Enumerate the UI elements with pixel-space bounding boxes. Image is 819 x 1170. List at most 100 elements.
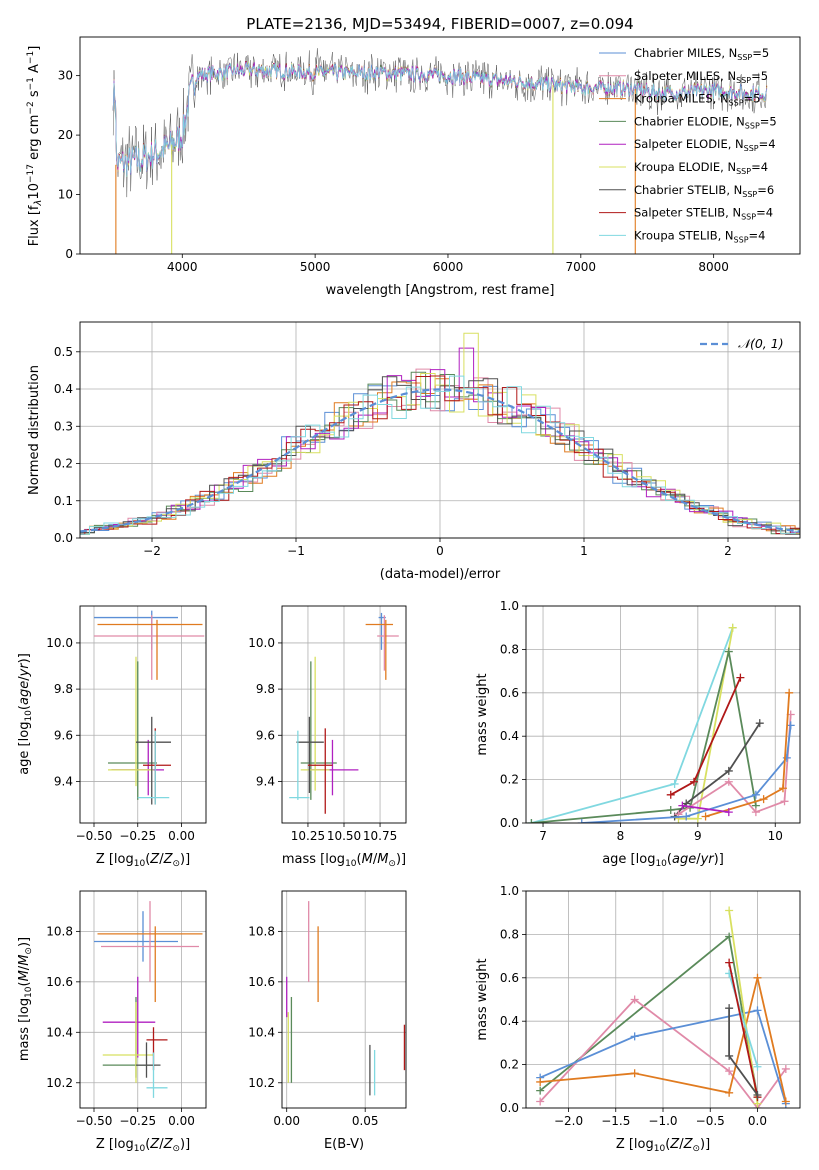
y-tick-label: 0.2 [54, 457, 73, 471]
mass_vs_Z-panel: −0.50 −0.25 0.00 10.2 10.4 10.6 10.8 Z [log10(Z… [17, 890, 207, 1154]
series-point-salpeter_miles [751, 808, 760, 817]
series-point-chabrier_elodie [536, 1086, 545, 1095]
age_vs_mass-plot [289, 612, 399, 814]
y-tick-label: 0.2 [500, 1058, 519, 1072]
x-tick-label: 5000 [300, 260, 331, 274]
series-point-kroupa_miles [785, 688, 794, 697]
x-axis-label: E(B-V) [324, 1137, 364, 1152]
x-axis-label: Z [log10(Z/Z⊙)] [616, 1137, 710, 1154]
massweight_vs_Z-plot [536, 906, 790, 1108]
y-tick-label: 0.1 [54, 494, 73, 508]
x-tick-label: 10.50 [327, 829, 361, 843]
series-point-chabrier_miles [577, 819, 586, 823]
series-point-kroupa_miles [759, 795, 768, 804]
series-point-salpeter_miles [630, 995, 639, 1004]
x-axis-label: wavelength [Angstrom, rest frame] [326, 283, 555, 298]
y-tick-label: 0.0 [500, 816, 519, 830]
legend-entry: Kroupa ELODIE, NSSP=4 [634, 160, 768, 176]
residuals-plot [80, 332, 800, 535]
residuals-frame [79, 321, 801, 539]
figure-title: PLATE=2136, MJD=53494, FIBERID=0007, z=0… [246, 15, 633, 33]
series-point-salpeter_stelib [725, 958, 734, 967]
series-point-chabrier_stelib [725, 1004, 734, 1013]
y-tick-label: 0.4 [500, 1014, 519, 1028]
series-line-kroupa_elodie [678, 627, 734, 820]
spectrum-line-chabrier_stelib [112, 48, 768, 198]
series-point-chabrier_stelib [725, 1051, 734, 1060]
x-tick-label: 7000 [566, 260, 597, 274]
series-point-salpeter_miles [725, 1067, 734, 1076]
series-point-chabrier_miles [630, 1032, 639, 1041]
series-line-chabrier_elodie [531, 651, 757, 823]
series-point-salpeter_elodie [678, 801, 687, 810]
series-point-chabrier_miles [682, 812, 691, 821]
x-tick-label: −0.5 [696, 1114, 725, 1128]
series-point-kroupa_miles [781, 1097, 790, 1106]
x-axis-label: age [log10(age/yr)] [602, 852, 724, 869]
x-tick-label: −1.5 [601, 1114, 630, 1128]
x-axis-label: mass [log10(M/M⊙)] [282, 852, 406, 869]
y-tick-label: 0.5 [54, 345, 73, 359]
x-tick-label: 0.00 [168, 829, 195, 843]
age_vs_mass-frame [281, 605, 407, 824]
mass_vs_Z-plot [94, 901, 203, 1098]
mass_vs_EBV-panel: 0.00 0.05 10.2 10.4 10.6 10.8 E(B-V) [248, 890, 407, 1152]
series-point-salpeter_stelib [666, 790, 675, 799]
x-tick-label: −0.50 [76, 1114, 113, 1128]
spectrum-line-kroupa_stelib [112, 61, 768, 177]
x-tick-label: 10.75 [363, 829, 397, 843]
y-tick-label: 20 [58, 128, 73, 142]
series-point-chabrier_elodie [527, 819, 536, 823]
y-tick-label: 0.6 [500, 971, 519, 985]
x-tick-label: 10 [768, 829, 783, 843]
y-axis-label: age [log10(age/yr)] [17, 653, 34, 775]
y-tick-label: 10.4 [46, 1025, 73, 1039]
series-point-salpeter_miles [781, 1064, 790, 1073]
y-axis-label: Flux [fλ10−17 erg cm−2 s−1 A−1] [26, 46, 44, 247]
y-axis-label: mass weight [475, 673, 490, 755]
y-tick-label: 10.4 [248, 1025, 275, 1039]
series-point-salpeter_miles [780, 797, 789, 806]
y-tick-label: 0.8 [500, 642, 519, 656]
legend-entry: Chabrier ELODIE, NSSP=5 [634, 114, 777, 130]
legend-entry: Chabrier STELIB, NSSP=6 [634, 183, 774, 199]
x-axis-label: Z [log10(Z/Z⊙)] [96, 1137, 190, 1154]
x-tick-label: 8000 [698, 260, 729, 274]
series-point-kroupa_miles [753, 973, 762, 982]
x-tick-label: 2 [724, 544, 732, 558]
x-tick-label: 0.00 [273, 1114, 300, 1128]
y-tick-label: 10.2 [46, 1076, 73, 1090]
spectrum-panel: 4000 5000 6000 7000 8000 0 10 20 30 wavelength [A… [26, 36, 801, 298]
massweight_vs_age-frame [525, 605, 801, 824]
series-point-salpeter_miles [724, 777, 733, 786]
y-tick-label: 9.8 [256, 682, 275, 696]
series-point-kroupa_stelib [670, 779, 679, 788]
x-tick-label: −0.25 [119, 829, 156, 843]
series-point-kroupa_miles [778, 784, 787, 793]
series-point-kroupa_elodie [728, 623, 737, 632]
x-tick-label: 4000 [167, 260, 198, 274]
series-point-kroupa_stelib [753, 1062, 762, 1071]
x-tick-label: 0 [436, 544, 444, 558]
x-tick-label: 6000 [433, 260, 464, 274]
x-tick-label: −0.25 [119, 1114, 156, 1128]
x-tick-label: −2 [143, 544, 161, 558]
histogram-kroupa_elodie [80, 332, 800, 535]
y-axis-label: mass weight [475, 958, 490, 1040]
y-axis-label: Normed distribution [27, 365, 42, 495]
x-tick-label: −1.0 [648, 1114, 677, 1128]
residuals-panel: −2 −1 0 1 2 0.0 0.1 0.2 0.3 0.4 0.5 𝒩(0, 1) (data-mo… [27, 321, 801, 582]
x-axis-label: Z [log10(Z/Z⊙)] [96, 852, 190, 869]
mass_vs_Z-frame [79, 890, 207, 1109]
y-tick-label: 10.0 [46, 636, 73, 650]
histogram-salpeter_stelib [80, 375, 800, 535]
mass_vs_EBV-plot [286, 901, 406, 1096]
series-line-chabrier_stelib [673, 722, 761, 818]
y-tick-label: 0.0 [54, 531, 73, 545]
mass_vs_EBV-frame [281, 890, 407, 1109]
y-tick-label: 0.8 [500, 927, 519, 941]
legend-entry: Kroupa STELIB, NSSP=4 [634, 228, 765, 244]
series-point-kroupa_miles [630, 1069, 639, 1078]
spectrum-plot [112, 48, 768, 254]
